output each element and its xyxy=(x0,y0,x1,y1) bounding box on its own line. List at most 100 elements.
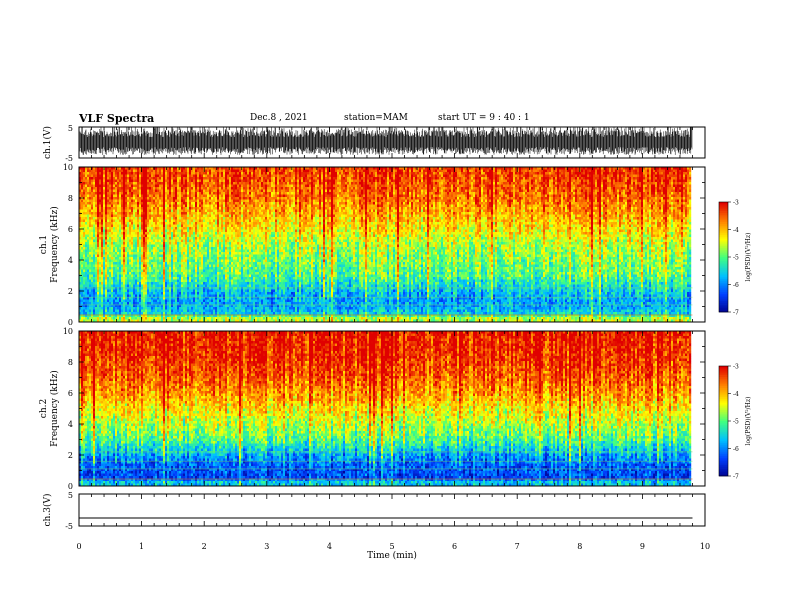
spectrogram-cell xyxy=(109,225,111,228)
spectrogram-cell xyxy=(143,310,145,313)
spectrogram-cell xyxy=(81,220,83,223)
spectrogram-cell xyxy=(143,195,145,198)
spectrogram-cell xyxy=(171,175,173,178)
spectrogram-cell xyxy=(135,317,137,320)
spectrogram-cell xyxy=(139,295,141,298)
spectrogram-cell xyxy=(153,225,155,228)
spectrogram-cell xyxy=(149,202,151,205)
spectrogram-cell xyxy=(191,182,193,185)
spectrogram-cell xyxy=(191,210,193,213)
spectrogram-cell xyxy=(181,190,183,193)
spectrogram-cell xyxy=(173,232,175,235)
spectrogram-cell xyxy=(109,310,111,313)
spectrogram-cell xyxy=(95,300,97,303)
spectrogram-cell xyxy=(163,172,165,175)
spectrogram-cell xyxy=(139,300,141,303)
spectrogram-cell xyxy=(111,242,113,245)
spectrogram-cell xyxy=(125,225,127,228)
spectrogram-cell xyxy=(155,300,157,303)
spectrogram-cell xyxy=(151,210,153,213)
spectrogram-cell xyxy=(115,307,117,310)
spectrogram-cell xyxy=(189,260,191,263)
spectrogram-cell xyxy=(105,190,107,193)
spectrogram-cell xyxy=(189,200,191,203)
spectrogram-cell xyxy=(155,265,157,268)
spectrogram-cell xyxy=(163,285,165,288)
spectrogram-cell xyxy=(141,272,143,275)
spectrogram-cell xyxy=(175,295,177,298)
spectrogram-cell xyxy=(107,270,109,273)
spectrogram-cell xyxy=(191,172,193,175)
spectrogram-cell xyxy=(123,282,125,285)
spectrogram-cell xyxy=(81,292,83,295)
spectrogram-cell xyxy=(129,307,131,310)
spectrogram-cell xyxy=(147,287,149,290)
spectrogram-cell xyxy=(113,170,115,173)
spectrogram-cell xyxy=(115,197,117,200)
spectrogram-cell xyxy=(125,280,127,283)
spectrogram-cell xyxy=(183,280,185,283)
spectrogram-cell xyxy=(107,245,109,248)
spectrogram-cell xyxy=(129,275,131,278)
spectrogram-cell xyxy=(193,227,195,230)
spectrogram-cell xyxy=(127,270,129,273)
spectrogram-cell xyxy=(89,225,91,228)
spectrogram-cell xyxy=(95,175,97,178)
spectrogram-cell xyxy=(85,200,87,203)
spectrogram-cell xyxy=(151,295,153,298)
spectrogram-cell xyxy=(125,182,127,185)
spectrogram-cell xyxy=(157,207,159,210)
spectrogram-cell xyxy=(161,195,163,198)
spectrogram-cell xyxy=(121,205,123,208)
spectrogram-cell xyxy=(113,210,115,213)
spectrogram-cell xyxy=(81,255,83,258)
spectrogram-cell xyxy=(93,270,95,273)
spectrogram-cell xyxy=(121,245,123,248)
spectrogram-cell xyxy=(127,280,129,283)
spectrogram-cell xyxy=(157,290,159,293)
spectrogram-cell xyxy=(95,202,97,205)
spectrogram-cell xyxy=(183,232,185,235)
spectrogram-cell xyxy=(187,240,189,243)
spectrogram-cell xyxy=(171,202,173,205)
spectrogram-cell xyxy=(167,207,169,210)
spectrogram-cell xyxy=(99,227,101,230)
spectrogram-cell xyxy=(133,257,135,260)
spectrogram-cell xyxy=(147,282,149,285)
spectrogram-cell xyxy=(173,207,175,210)
spectrogram-cell xyxy=(97,257,99,260)
spectrogram-cell xyxy=(97,310,99,313)
spectrogram-cell xyxy=(119,290,121,293)
spectrogram-cell xyxy=(87,210,89,213)
spectrogram-cell xyxy=(193,242,195,245)
spectrogram-cell xyxy=(111,310,113,313)
spectrogram-cell xyxy=(171,212,173,215)
spectrogram-cell xyxy=(137,235,139,238)
spectrogram-cell xyxy=(143,207,145,210)
spectrogram-cell xyxy=(139,187,141,190)
spectrogram-cell xyxy=(89,290,91,293)
spectrogram-cell xyxy=(117,180,119,183)
spectrogram-cell xyxy=(175,312,177,315)
spectrogram-cell xyxy=(121,310,123,313)
spectrogram-cell xyxy=(103,185,105,188)
spectrogram-cell xyxy=(143,232,145,235)
spectrogram-cell xyxy=(169,275,171,278)
spectrogram-cell xyxy=(111,307,113,310)
spectrogram-cell xyxy=(163,200,165,203)
spectrogram-cell xyxy=(151,247,153,250)
spectrogram-cell xyxy=(85,210,87,213)
spectrogram-cell xyxy=(91,205,93,208)
spectrogram-cell xyxy=(175,207,177,210)
spectrogram-cell xyxy=(141,230,143,233)
spectrogram-cell xyxy=(129,202,131,205)
spectrogram-cell xyxy=(155,255,157,258)
spectrogram-cell xyxy=(97,275,99,278)
spectrogram-cell xyxy=(127,300,129,303)
spectrogram-cell xyxy=(91,277,93,280)
spectrogram-cell xyxy=(81,267,83,270)
spectrogram-cell xyxy=(149,282,151,285)
spectrogram-cell xyxy=(181,230,183,233)
spectrogram-cell xyxy=(125,190,127,193)
spectrogram-cell xyxy=(125,290,127,293)
